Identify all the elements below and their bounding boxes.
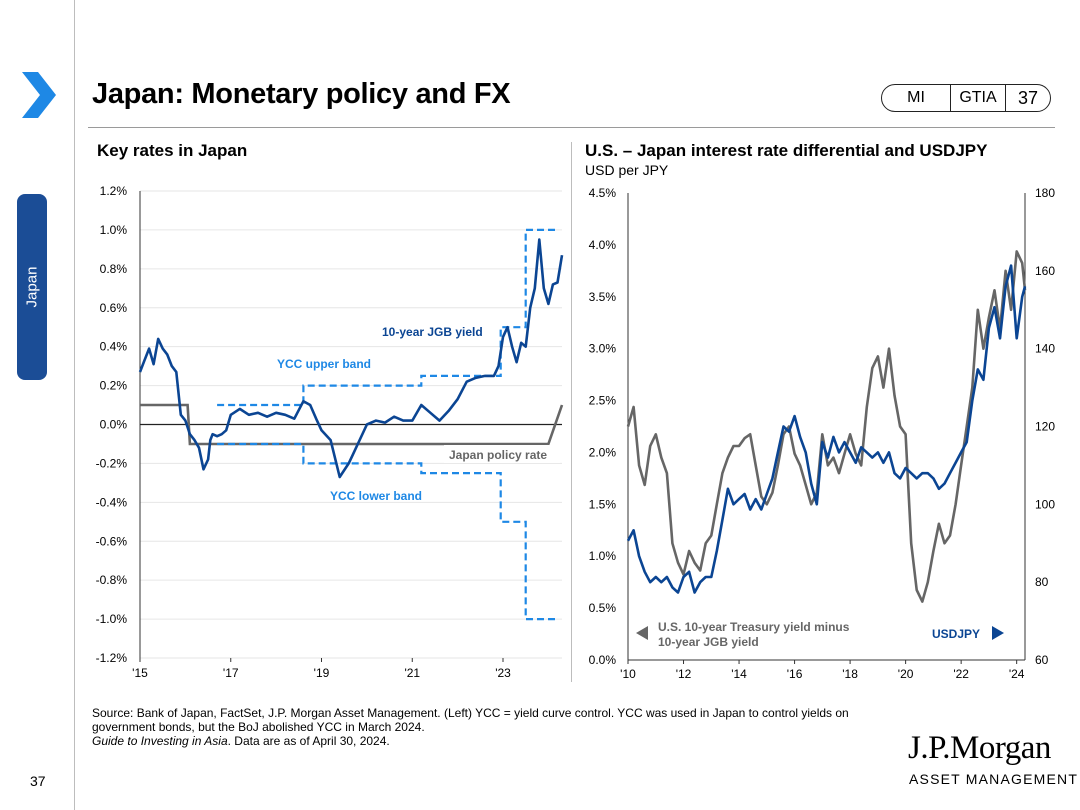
y-tick-label: 0.4% xyxy=(100,340,128,354)
y-tick-label: -0.4% xyxy=(96,495,128,509)
title-rule xyxy=(88,127,1055,128)
source-guide-title: Guide to Investing in Asia xyxy=(92,734,228,748)
x-tick-label: '15 xyxy=(132,666,148,680)
differential-label-line2: 10-year JGB yield xyxy=(658,635,759,649)
y-tick-label: 2.0% xyxy=(589,445,617,459)
chart-divider xyxy=(571,142,572,682)
jpmorgan-logo: J.P.Morgan xyxy=(908,730,1051,766)
badge-page: 37 xyxy=(1017,87,1039,108)
left-chart-title: Key rates in Japan xyxy=(97,141,248,160)
y2-tick-label: 120 xyxy=(1035,420,1055,434)
x-tick-label: '17 xyxy=(223,666,239,680)
y-tick-label: 0.6% xyxy=(100,301,128,315)
y-tick-label: 4.0% xyxy=(589,238,617,252)
policy-rate-line xyxy=(140,403,564,446)
y2-tick-label: 160 xyxy=(1035,264,1055,278)
differential-label-line1: U.S. 10-year Treasury yield minus xyxy=(658,620,850,634)
x-tick-label: '24 xyxy=(1009,667,1025,681)
y-tick-label: 1.2% xyxy=(100,184,128,198)
y-tick-label: -0.8% xyxy=(96,573,128,587)
y-tick-label: 1.0% xyxy=(100,223,128,237)
x-tick-label: '16 xyxy=(787,667,803,681)
right-chart-subtitle: USD per JPY xyxy=(585,162,669,178)
y2-tick-label: 60 xyxy=(1035,653,1049,667)
source-text: Source: Bank of Japan, FactSet, J.P. Mor… xyxy=(92,706,849,734)
page-number: 37 xyxy=(30,773,46,789)
ycc-upper-label: YCC upper band xyxy=(277,357,371,371)
jgb-yield-line xyxy=(138,238,564,479)
ycc-lower-label: YCC lower band xyxy=(330,489,422,503)
y-tick-label: -0.6% xyxy=(96,534,128,548)
badge-mi: MI xyxy=(882,85,951,111)
y-tick-label: 3.5% xyxy=(589,290,617,304)
jgb-label: 10-year JGB yield xyxy=(382,325,483,339)
x-tick-label: '21 xyxy=(404,666,420,680)
y-tick-label: 0.2% xyxy=(100,379,128,393)
ycc-upper-band-line xyxy=(217,228,558,407)
y-tick-label: 2.5% xyxy=(589,394,617,408)
x-tick-label: '20 xyxy=(898,667,914,681)
x-tick-label: '12 xyxy=(676,667,692,681)
policy-label: Japan policy rate xyxy=(449,448,547,462)
y-tick-label: 3.0% xyxy=(589,342,617,356)
ycc-lower-band-line xyxy=(217,442,558,621)
y-tick-label: 0.8% xyxy=(100,262,128,276)
x-tick-label: '19 xyxy=(314,666,330,680)
y-tick-label: 0.0% xyxy=(589,653,617,667)
source-date: . Data are as of April 30, 2024. xyxy=(227,734,390,748)
y-tick-label: 0.0% xyxy=(100,418,128,432)
source-note: Source: Bank of Japan, FactSet, J.P. Mor… xyxy=(92,706,872,748)
badge-gtia: GTIA xyxy=(951,85,1006,111)
x-tick-label: '14 xyxy=(731,667,747,681)
y-tick-label: -0.2% xyxy=(96,456,128,470)
left-chart: 1.2% 1.0% 0.8% 0.6% 0.4% 0.2% 0.0% -0.2% -0.4% -0… xyxy=(96,184,564,680)
y-tick-label: 1.5% xyxy=(589,497,617,511)
y2-tick-label: 80 xyxy=(1035,575,1049,589)
rate-differential-line xyxy=(626,264,1027,594)
y-tick-label: -1.2% xyxy=(96,651,128,665)
usdjpy-label: USDJPY xyxy=(932,627,980,641)
y2-tick-label: 180 xyxy=(1035,186,1055,200)
y-tick-label: 1.0% xyxy=(589,549,617,563)
asset-management-logo: ASSET MANAGEMENT xyxy=(909,771,1079,787)
y-tick-label: -1.0% xyxy=(96,612,128,626)
y-tick-label: 4.5% xyxy=(589,186,617,200)
y2-tick-label: 140 xyxy=(1035,342,1055,356)
x-tick-label: '22 xyxy=(953,667,969,681)
y2-tick-label: 100 xyxy=(1035,497,1055,511)
right-chart-title: U.S. – Japan interest rate differential … xyxy=(585,141,988,160)
usdjpy-line xyxy=(626,250,1027,603)
right-chart: 4.5% 4.0% 3.5% 3.0% 2.5% 2.0% 1.5% 1.0% 0.5% 0.0%… xyxy=(589,186,1056,681)
x-tick-label: '10 xyxy=(620,667,636,681)
page-badges: MI GTIA 37 xyxy=(881,84,1051,112)
page-title: Japan: Monetary policy and FX xyxy=(92,78,511,110)
x-tick-label: '23 xyxy=(495,666,511,680)
right-axis-arrow-icon xyxy=(992,626,1004,640)
left-margin-rule xyxy=(74,0,75,810)
section-tab-japan[interactable]: Japan xyxy=(17,194,47,380)
policy-label-bg xyxy=(444,445,560,463)
x-tick-label: '18 xyxy=(842,667,858,681)
left-axis-arrow-icon xyxy=(636,626,648,640)
chevron-right-icon xyxy=(22,72,56,118)
y-tick-label: 0.5% xyxy=(589,601,617,615)
